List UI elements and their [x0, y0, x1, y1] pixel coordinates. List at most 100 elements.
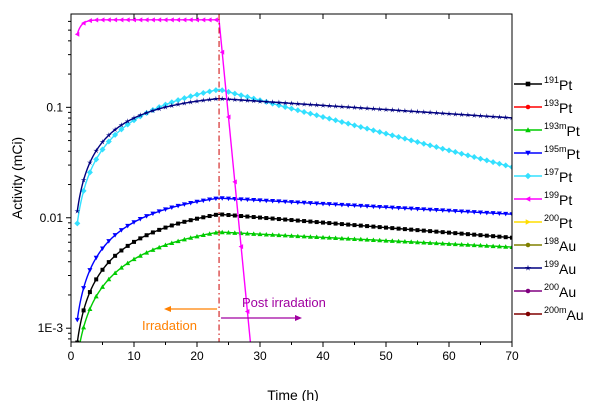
- data-point: [238, 97, 244, 103]
- data-point: [490, 159, 497, 166]
- data-point: [383, 205, 389, 210]
- legend-element: Pt: [559, 169, 572, 185]
- data-point: [269, 99, 276, 105]
- legend-marker: [525, 219, 531, 225]
- data-point: [396, 238, 402, 244]
- data-point: [100, 284, 105, 289]
- legend-label: 198Au: [544, 236, 576, 254]
- data-point: [137, 112, 144, 118]
- data-point: [502, 114, 509, 120]
- data-point: [377, 237, 383, 243]
- data-point: [244, 97, 251, 103]
- legend-label: 200mAu: [544, 305, 584, 323]
- data-point: [307, 101, 314, 108]
- data-point: [187, 93, 194, 100]
- data-point: [81, 286, 87, 291]
- data-point: [137, 253, 143, 258]
- data-point: [276, 232, 282, 238]
- data-point: [169, 205, 175, 211]
- data-point: [408, 108, 415, 114]
- y-tick-label: 0.1: [46, 100, 63, 114]
- data-point: [440, 230, 445, 235]
- data-point: [226, 213, 231, 218]
- data-point: [225, 96, 232, 102]
- legend-item: 200mAu: [514, 305, 584, 323]
- data-point: [440, 208, 446, 213]
- data-point: [87, 268, 93, 273]
- data-point: [502, 162, 509, 169]
- data-point: [150, 107, 156, 114]
- data-point: [289, 233, 294, 238]
- x-tick-label: 10: [127, 349, 141, 363]
- data-point: [307, 201, 313, 206]
- data-point: [75, 340, 80, 342]
- legend-element: Pt: [559, 192, 572, 208]
- data-point: [125, 243, 130, 248]
- legend-element: Au: [559, 238, 576, 254]
- irradiation-arrowhead: [164, 306, 171, 312]
- series-199Au: [74, 95, 512, 214]
- data-point: [282, 199, 288, 205]
- legend-mass-number: 200: [544, 213, 559, 223]
- data-point: [112, 17, 118, 23]
- data-point: [213, 95, 219, 102]
- legend-element: Au: [559, 261, 576, 277]
- data-point: [100, 267, 105, 272]
- data-point: [483, 157, 490, 164]
- data-point: [213, 196, 219, 202]
- legend-mass-number: 199: [544, 259, 559, 269]
- legend-item: 199Au: [514, 259, 576, 277]
- data-point: [106, 276, 112, 282]
- data-point: [483, 113, 490, 119]
- plot-area: [74, 14, 512, 342]
- data-point: [345, 236, 351, 241]
- data-point: [509, 114, 512, 121]
- data-point: [389, 205, 395, 211]
- data-point: [162, 104, 169, 110]
- series-line: [76, 197, 512, 320]
- series-195mPt: [74, 196, 512, 323]
- x-tick-label: 70: [505, 349, 519, 363]
- data-point: [231, 90, 238, 97]
- data-point: [125, 260, 131, 266]
- data-point: [452, 149, 459, 156]
- data-point: [100, 17, 105, 23]
- data-point: [137, 17, 143, 23]
- data-point: [364, 125, 371, 132]
- data-point: [112, 131, 119, 138]
- data-point: [232, 179, 237, 185]
- data-point: [402, 206, 408, 211]
- data-point: [131, 115, 137, 121]
- data-point: [339, 235, 345, 241]
- data-point: [137, 216, 143, 222]
- data-point: [389, 238, 395, 243]
- data-point: [112, 233, 118, 238]
- data-point: [175, 17, 181, 23]
- data-point: [420, 109, 427, 115]
- data-point: [345, 203, 351, 208]
- data-point: [232, 230, 238, 235]
- legend-label: 197Pt: [544, 167, 572, 185]
- legend-marker: [524, 264, 532, 271]
- data-point: [370, 127, 377, 134]
- data-point: [351, 104, 358, 110]
- data-point: [338, 118, 345, 125]
- data-point: [301, 233, 307, 239]
- data-point: [427, 240, 433, 245]
- legend-marker: [525, 104, 531, 110]
- data-point: [251, 215, 256, 220]
- data-point: [200, 97, 207, 103]
- data-point: [219, 87, 226, 94]
- data-point: [314, 234, 320, 240]
- data-point: [465, 112, 471, 118]
- legend-item: 200Pt: [514, 213, 572, 231]
- data-point: [201, 215, 206, 220]
- legend-label: 193mPt: [544, 121, 580, 139]
- data-point: [87, 18, 92, 24]
- data-point: [446, 241, 452, 246]
- y-tick-label: 1E-3: [38, 321, 64, 335]
- data-point: [446, 208, 452, 214]
- data-point: [339, 103, 345, 110]
- legend-mass-number: 199: [544, 190, 559, 200]
- data-point: [326, 235, 332, 240]
